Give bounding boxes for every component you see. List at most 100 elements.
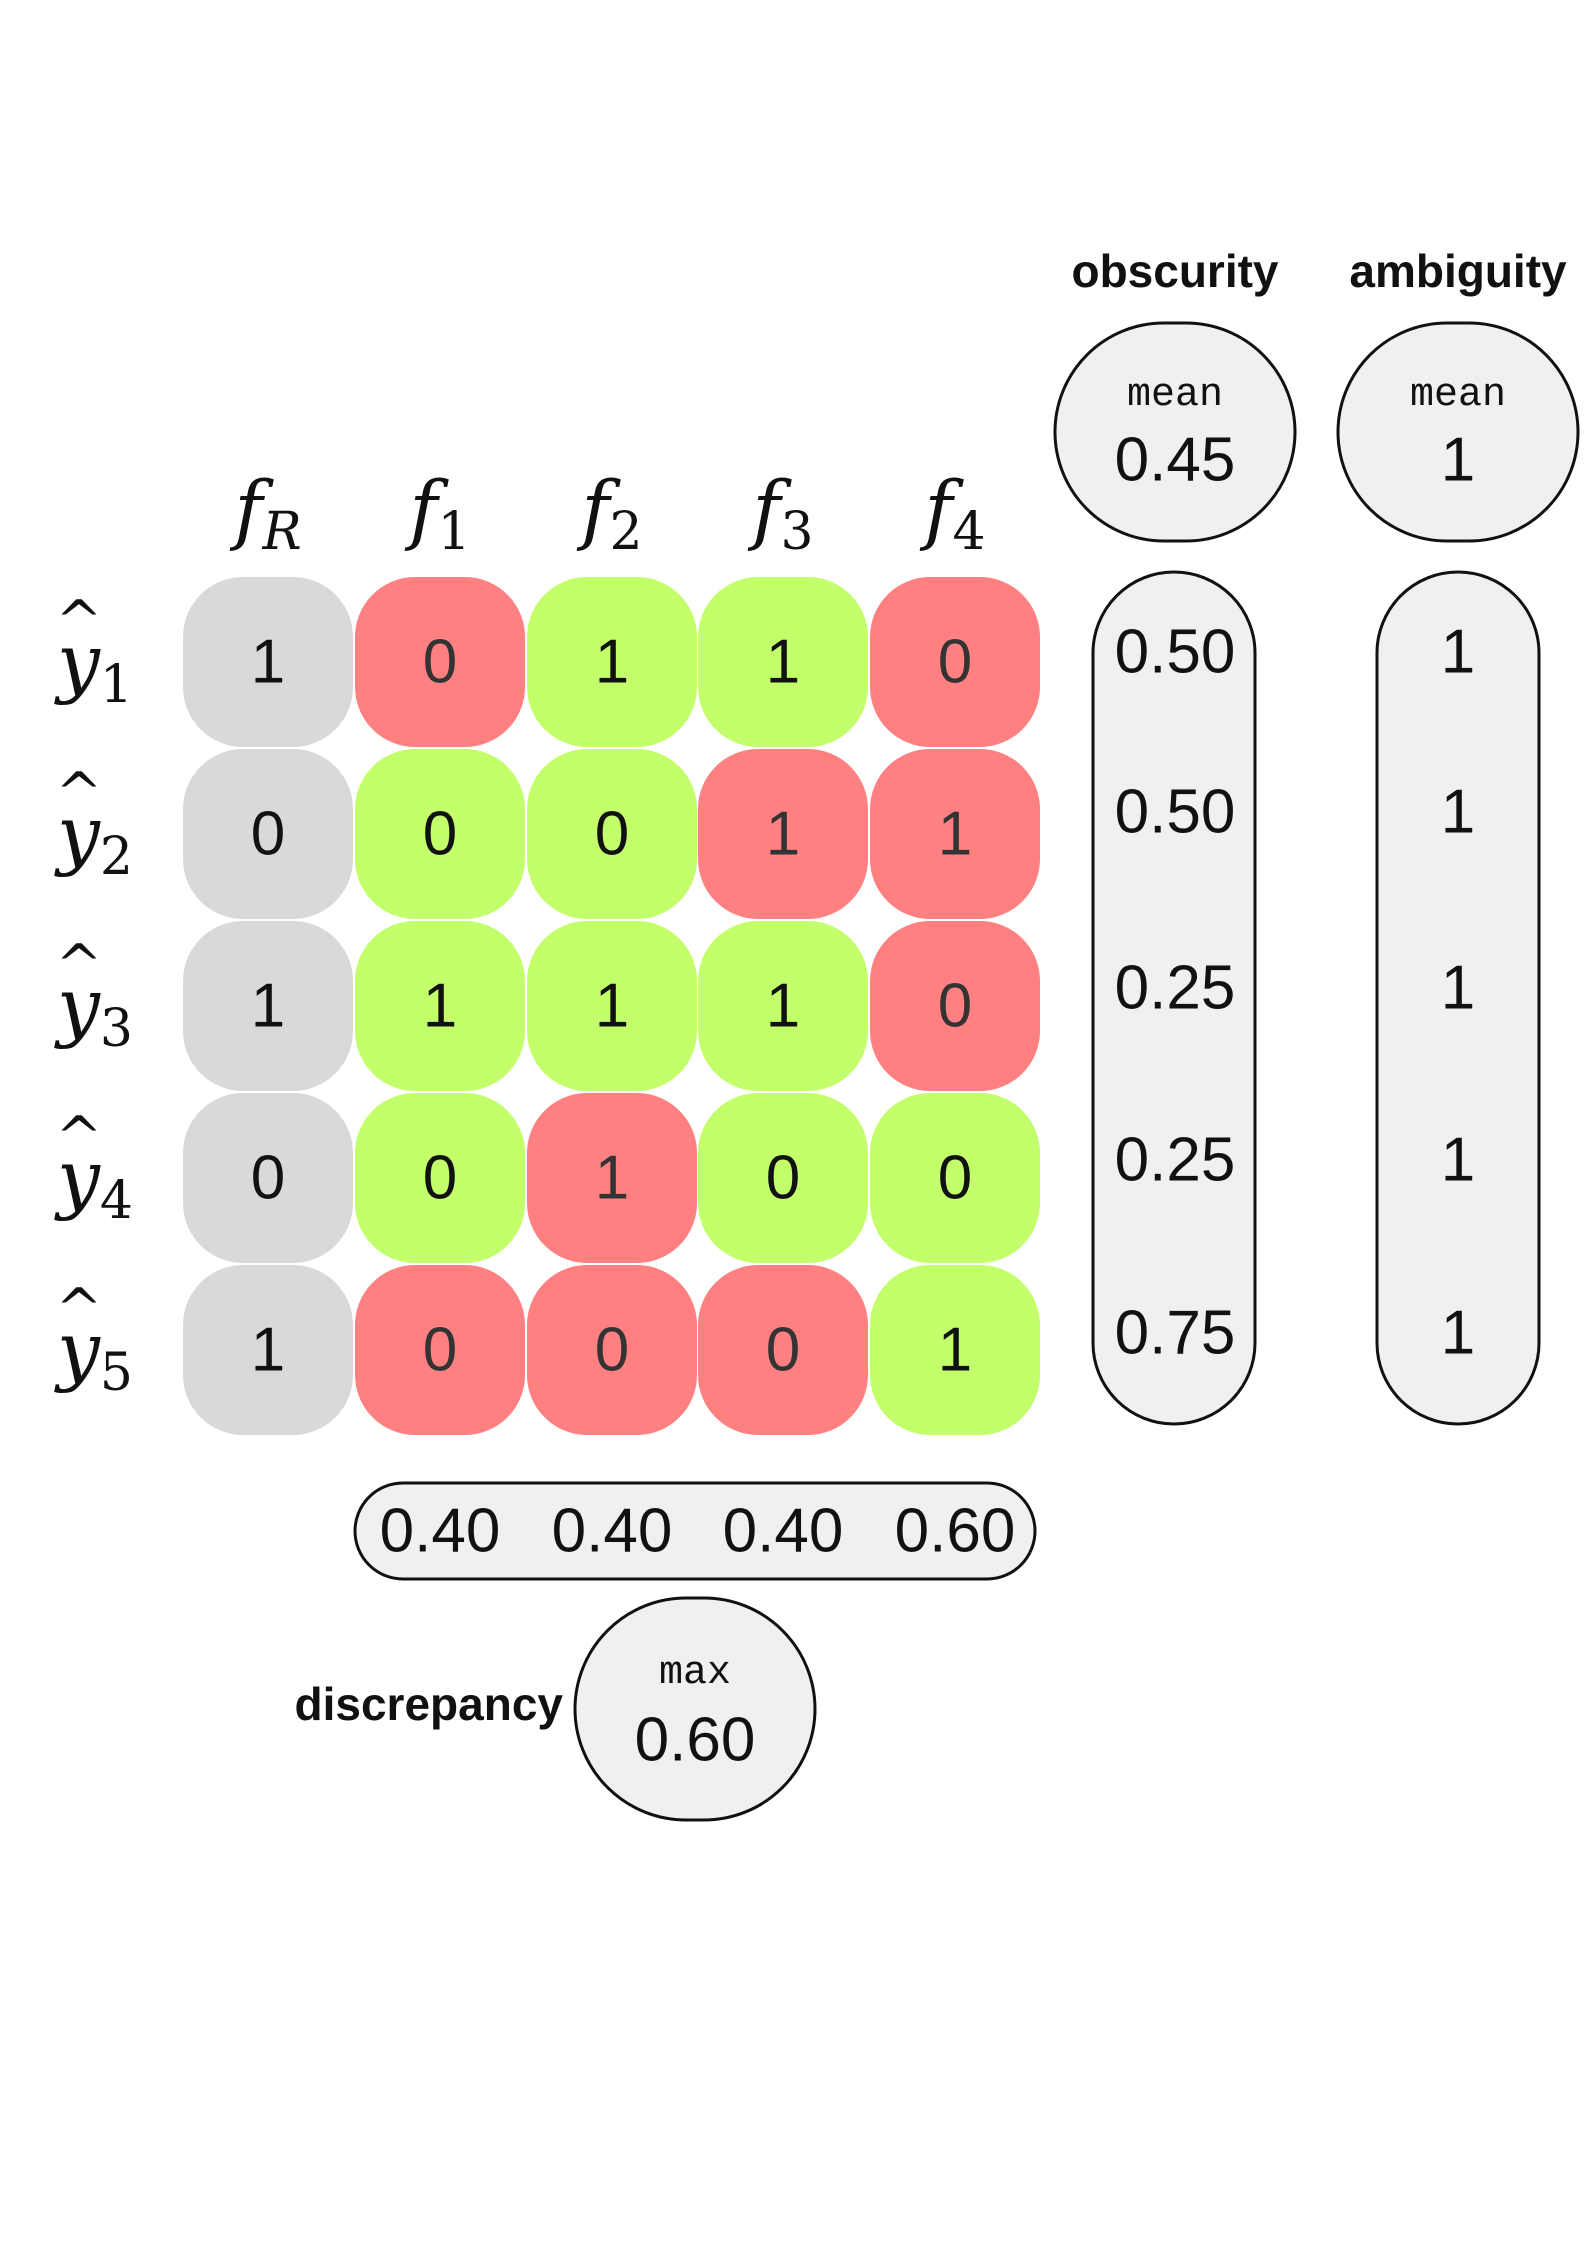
row-header-label: y3 xyxy=(54,961,133,1059)
matrix-cell: 1 xyxy=(870,749,1040,919)
matrix-cell-bg xyxy=(527,1265,697,1435)
matrix-cell-value: 0 xyxy=(766,1144,800,1213)
column-headers: fR f1 f2 f3 f4 xyxy=(229,464,985,562)
matrix-cell-bg xyxy=(698,921,868,1091)
matrix-cell-bg xyxy=(870,1093,1040,1263)
discrepancy-column-value: 0.40 xyxy=(552,1497,673,1566)
matrix-cell-value: 0 xyxy=(423,1316,457,1385)
matrix-cell: 0 xyxy=(870,1093,1040,1263)
obscurity-row-value: 0.25 xyxy=(1115,1126,1236,1195)
matrix-cell-bg xyxy=(527,749,697,919)
obscurity-agg-value: 0.45 xyxy=(1115,426,1236,495)
matrix-cell-value: 0 xyxy=(595,800,629,869)
matrix-cell-bg xyxy=(183,921,353,1091)
matrix-cell-bg xyxy=(698,577,868,747)
matrix-cell-bg xyxy=(183,749,353,919)
row-header-hat: ^ xyxy=(56,1105,103,1170)
matrix-cell-value: 1 xyxy=(938,800,972,869)
ambiguity-row-value: 1 xyxy=(1441,954,1475,1023)
matrix-cell-value: 0 xyxy=(595,1316,629,1385)
matrix-cell-value: 1 xyxy=(251,1316,285,1385)
row-header-label: y1 xyxy=(54,617,133,715)
ambiguity-row-value: 1 xyxy=(1441,778,1475,847)
matrix-cell-bg xyxy=(527,1093,697,1263)
matrix-cell-value: 0 xyxy=(251,1144,285,1213)
discrepancy-column-value: 0.60 xyxy=(895,1497,1016,1566)
row-header-label: y4 xyxy=(54,1133,133,1231)
discrepancy-agg-label: max xyxy=(659,1651,731,1696)
matrix-cell-bg xyxy=(698,1265,868,1435)
obscurity-row-value: 0.50 xyxy=(1115,778,1236,847)
ambiguity-row-value: 1 xyxy=(1441,1126,1475,1195)
obscurity-title: obscurity xyxy=(1071,245,1278,297)
matrix-cell: 1 xyxy=(870,1265,1040,1435)
discrepancy-column-value: 0.40 xyxy=(380,1497,501,1566)
matrix-cell-value: 0 xyxy=(423,628,457,697)
row-headers: y1^y2^y3^y4^y5^ xyxy=(54,589,133,1403)
matrix-cell-bg xyxy=(183,1093,353,1263)
matrix-cell: 0 xyxy=(698,1265,868,1435)
matrix-cell: 0 xyxy=(527,1265,697,1435)
matrix-cell-value: 1 xyxy=(595,1144,629,1213)
matrix-cell-value: 1 xyxy=(595,972,629,1041)
matrix-cell-bg xyxy=(355,577,525,747)
row-header-hat: ^ xyxy=(56,933,103,998)
matrix-cell: 1 xyxy=(355,921,525,1091)
ambiguity-agg-value: 1 xyxy=(1441,426,1475,495)
matrix-cell-bg xyxy=(183,577,353,747)
matrix-cell-value: 1 xyxy=(766,800,800,869)
matrix-cell-value: 0 xyxy=(938,1144,972,1213)
discrepancy-values-pill xyxy=(353,1481,1037,1581)
matrix-cell: 0 xyxy=(355,749,525,919)
matrix-cell: 0 xyxy=(355,577,525,747)
obscurity-values-pill xyxy=(1091,570,1257,1426)
discrepancy-title: discrepancy xyxy=(295,1678,564,1730)
matrix-cell: 1 xyxy=(527,577,697,747)
matrix-cell-value: 1 xyxy=(595,628,629,697)
prediction-matrix: 1 0 1 1 0 0 0 0 1 1 1 1 1 1 0 0 0 1 0 0 1 0 0 0 1 xyxy=(183,577,1040,1435)
matrix-cell-bg xyxy=(355,921,525,1091)
matrix-cell-bg xyxy=(355,1265,525,1435)
matrix-cell-bg xyxy=(527,577,697,747)
obscurity-row-value: 0.25 xyxy=(1115,954,1236,1023)
column-header-f1: f1 xyxy=(404,464,470,562)
matrix-cell: 1 xyxy=(183,921,353,1091)
matrix-cell: 0 xyxy=(870,921,1040,1091)
column-header-f2: f2 xyxy=(576,464,642,562)
matrix-cell-bg xyxy=(870,577,1040,747)
ambiguity-title: ambiguity xyxy=(1349,245,1567,297)
row-header-yhat3: y3^ xyxy=(54,933,133,1059)
obscurity-group: obscurity mean 0.45 0.50 0.50 0.25 0.25 0.75 xyxy=(1053,245,1297,1426)
matrix-cell-bg xyxy=(698,749,868,919)
matrix-cell-value: 1 xyxy=(938,1316,972,1385)
matrix-cell-bg xyxy=(870,921,1040,1091)
matrix-cell: 0 xyxy=(870,577,1040,747)
matrix-cell-value: 1 xyxy=(766,628,800,697)
matrix-cell-value: 0 xyxy=(251,800,285,869)
matrix-cell-bg xyxy=(183,1265,353,1435)
matrix-cell: 1 xyxy=(183,577,353,747)
obscurity-row-value: 0.50 xyxy=(1115,618,1236,687)
matrix-cell-value: 0 xyxy=(423,800,457,869)
ambiguity-agg-label: mean xyxy=(1410,373,1506,418)
matrix-cell: 0 xyxy=(355,1093,525,1263)
discrepancy-agg-value: 0.60 xyxy=(635,1706,756,1775)
row-header-hat: ^ xyxy=(56,1277,103,1342)
matrix-cell: 1 xyxy=(183,1265,353,1435)
matrix-cell-bg xyxy=(527,921,697,1091)
matrix-cell-bg xyxy=(870,749,1040,919)
matrix-cell: 0 xyxy=(527,749,697,919)
column-header-f3: f3 xyxy=(747,464,813,562)
obscurity-agg-label: mean xyxy=(1127,373,1223,418)
row-header-hat: ^ xyxy=(56,589,103,654)
row-header-yhat2: y2^ xyxy=(54,761,133,887)
obscurity-row-value: 0.75 xyxy=(1115,1299,1236,1368)
row-header-hat: ^ xyxy=(56,761,103,826)
discrepancy-group: 0.40 0.40 0.40 0.60 discrepancy max 0.60 xyxy=(295,1481,1037,1822)
matrix-cell-value: 1 xyxy=(766,972,800,1041)
matrix-cell: 1 xyxy=(698,577,868,747)
column-header-f4: f4 xyxy=(919,464,985,562)
matrix-cell-bg xyxy=(870,1265,1040,1435)
matrix-cell-value: 1 xyxy=(423,972,457,1041)
